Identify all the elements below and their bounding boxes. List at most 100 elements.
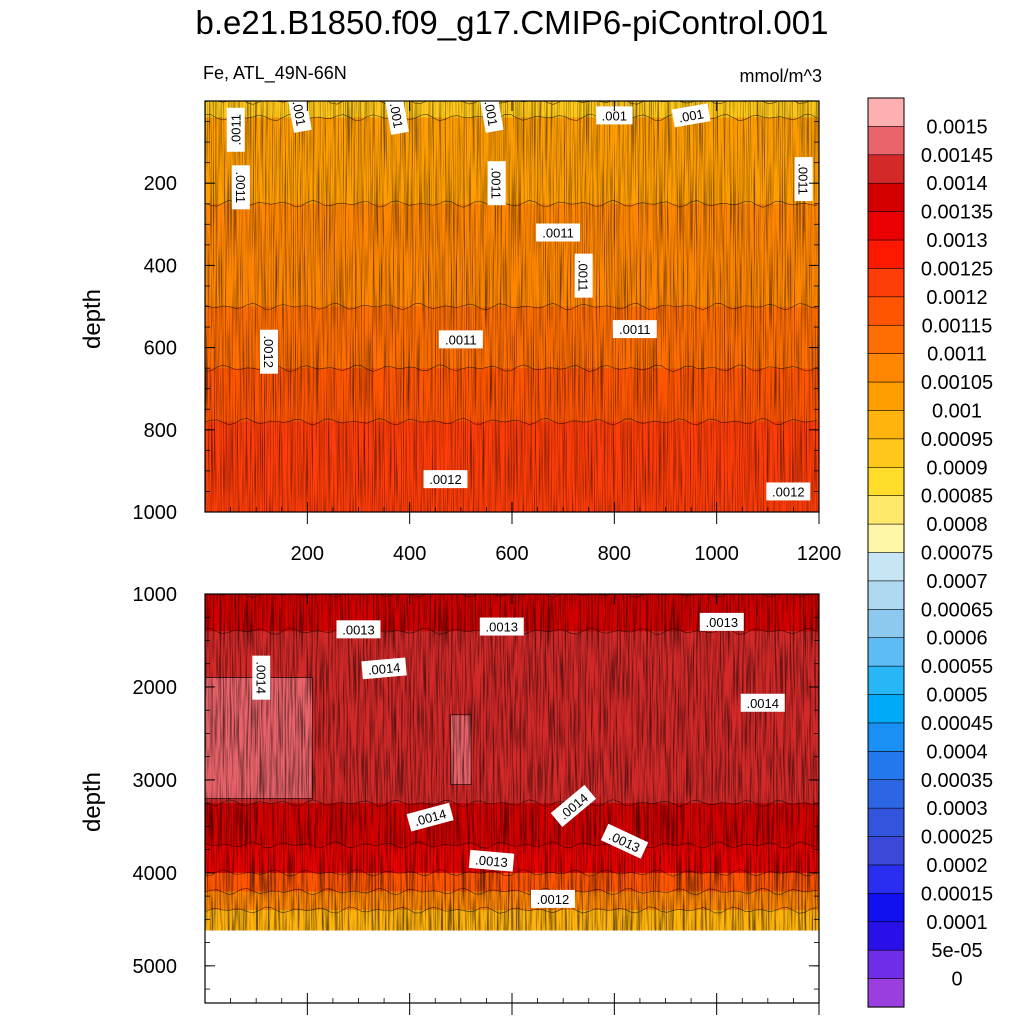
units-label: mmol/m^3 xyxy=(739,66,822,86)
colorbar-swatch-29 xyxy=(867,921,905,951)
colorbar-swatch-4 xyxy=(867,211,905,241)
colorbar-label-18: 0.0006 xyxy=(926,628,987,650)
colorbar-swatch-13 xyxy=(867,466,905,497)
colorbar-swatch-10 xyxy=(867,381,905,412)
colorbar-swatch-14 xyxy=(867,495,905,525)
colorbar-swatch-12 xyxy=(867,438,905,468)
contour-label-box xyxy=(438,330,483,349)
contour-label-box xyxy=(406,802,454,832)
colorbar-swatch-7 xyxy=(867,296,905,326)
y-tick-label-1-3: 4000 xyxy=(133,863,178,885)
contour-label-box xyxy=(766,482,811,501)
contour-label-text: .0012 xyxy=(261,335,276,368)
contour-label-0-4: .001 xyxy=(596,106,633,125)
contour-label-text: .001 xyxy=(602,108,627,123)
contour-label-0-13: .0012 xyxy=(259,329,278,374)
colorbar-swatch-28 xyxy=(867,893,905,923)
colorbar-label-5: 0.00125 xyxy=(921,258,993,280)
colorbar-swatch-31 xyxy=(867,978,905,1008)
y-tick-label-0-4: 1000 xyxy=(133,502,178,524)
contour-label-0-0: .0011 xyxy=(226,107,245,152)
colorbar-label-19: 0.00055 xyxy=(921,656,993,678)
contour-label-box xyxy=(574,253,593,298)
colorbar-label-11: 0.00095 xyxy=(921,429,993,451)
colorbar-swatch-23 xyxy=(867,751,905,781)
contour-texture-0 xyxy=(205,101,819,512)
colorbar-swatch-21 xyxy=(867,694,905,724)
colorbar-label-14: 0.0008 xyxy=(926,514,987,536)
contour-label-0-5: .001 xyxy=(671,103,711,128)
colorbar-label-7: 0.00115 xyxy=(922,315,993,337)
contour-label-1-10: .0012 xyxy=(530,889,575,908)
contour-label-box xyxy=(550,784,597,827)
colorbar-label-0: 0.0015 xyxy=(926,116,987,138)
contour-label-box xyxy=(361,657,407,680)
contour-label-0-12: .0011 xyxy=(438,330,483,349)
contour-label-0-15: .0012 xyxy=(766,482,811,501)
contour-label-0-14: .0012 xyxy=(423,470,468,489)
colorbar-label-6: 0.0012 xyxy=(926,287,987,309)
contour-label-text: .0014 xyxy=(367,660,401,678)
colorbar-swatch-6 xyxy=(867,268,905,298)
contour-label-text: .0013 xyxy=(475,852,509,870)
x-tick-label-3: 800 xyxy=(598,543,631,565)
x-tick-label-0: 200 xyxy=(291,543,324,565)
colorbar-label-24: 0.0003 xyxy=(926,798,987,820)
colorbar-label-3: 0.00135 xyxy=(921,202,993,224)
contour-label-0-2: .001 xyxy=(384,101,409,135)
contour-label-0-9: .0011 xyxy=(536,223,581,242)
colorbar-swatch-18 xyxy=(867,609,905,639)
contour-label-0-3: .001 xyxy=(479,101,504,133)
colorbar-swatch-1 xyxy=(867,126,905,156)
colorbar-label-2: 0.0014 xyxy=(926,173,987,195)
contour-label-0-1: .001 xyxy=(287,100,312,133)
contour-label-text: .0012 xyxy=(537,892,570,907)
x-tick-label-4: 1000 xyxy=(694,543,739,565)
colorbar-label-4: 0.0013 xyxy=(926,230,987,252)
contour-label-box xyxy=(794,157,813,202)
contour-label-text: .0014 xyxy=(253,661,268,694)
contour-label-text: .0013 xyxy=(342,622,375,637)
contour-label-0-8: .0011 xyxy=(794,157,813,202)
chart-title: b.e21.B1850.f09_g17.CMIP6-piControl.001 xyxy=(195,4,829,41)
colorbar-swatch-2 xyxy=(867,154,905,184)
contour-label-0-10: .0011 xyxy=(574,253,593,298)
colorbar-swatch-30 xyxy=(867,949,905,980)
contour-label-text: .0011 xyxy=(233,172,248,204)
colorbar-swatch-3 xyxy=(867,182,905,213)
contour-label-text: .0011 xyxy=(619,322,651,337)
contour-label-box xyxy=(336,620,381,639)
colorbar-frame xyxy=(867,97,905,1008)
colorbar-swatch-25 xyxy=(867,807,905,838)
x-tick-label-2: 600 xyxy=(495,543,528,565)
contour-label-box xyxy=(487,161,506,206)
colorbar-swatch-20 xyxy=(867,665,905,696)
contour-label-box xyxy=(530,889,575,908)
contour-label-box xyxy=(740,693,785,712)
colorbar-swatch-22 xyxy=(867,722,905,752)
contour-label-box xyxy=(231,165,250,210)
contour-label-box xyxy=(226,107,245,152)
contour-label-text: .0012 xyxy=(772,484,805,499)
contour-label-text: .0013 xyxy=(706,615,739,630)
contour-label-1-9: .0013 xyxy=(468,849,515,872)
colorbar-label-10: 0.001 xyxy=(932,400,982,422)
colorbar-label-21: 0.00045 xyxy=(921,713,993,735)
contour-label-box xyxy=(596,106,633,125)
colorbar-label-13: 0.00085 xyxy=(921,486,993,508)
colorbar-label-26: 0.0002 xyxy=(926,855,987,877)
contour-label-box xyxy=(384,101,409,135)
contour-label-text: .001 xyxy=(387,102,406,130)
contour-label-text: .001 xyxy=(290,100,309,128)
colorbar-label-25: 0.00025 xyxy=(921,827,993,849)
colorbar-label-30: 0 xyxy=(951,969,962,991)
contour-label-box xyxy=(671,103,711,128)
contour-label-1-0: .0013 xyxy=(336,620,381,639)
colorbar-label-29: 5e-05 xyxy=(931,940,982,962)
colorbar-swatch-27 xyxy=(867,864,905,894)
contour-label-text: .0014 xyxy=(746,696,779,711)
contour-label-box xyxy=(479,617,524,636)
colorbar-label-22: 0.0004 xyxy=(926,741,987,763)
colorbar-label-28: 0.0001 xyxy=(926,912,987,934)
colorbar-label-27: 0.00015 xyxy=(921,883,993,905)
